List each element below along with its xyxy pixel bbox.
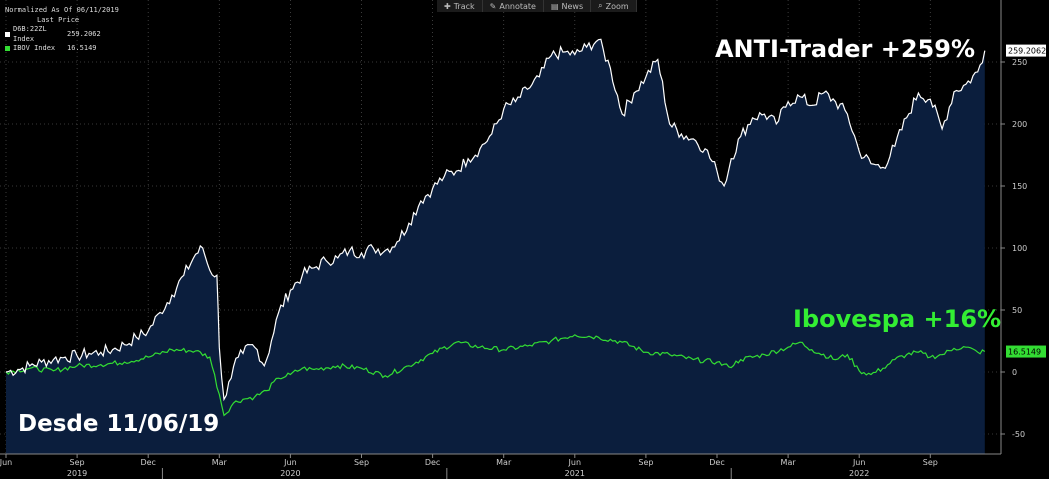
x-tick-label: Dec [140, 458, 155, 467]
legend-swatch-ibov [5, 46, 10, 52]
anti-trader-area-fill [6, 39, 985, 455]
news-button[interactable]: ▤ News [544, 0, 592, 12]
x-year-label: 2022 [849, 469, 869, 478]
anti-last-price-tag [1006, 44, 1046, 57]
legend-header-last-price: Last Price [37, 15, 80, 24]
legend-swatch-anti [5, 32, 10, 37]
desde-annotation: Desde 11/06/19 [18, 411, 220, 437]
y-tick-label: 250 [1012, 58, 1027, 67]
anti-trader-series-line [5, 38, 986, 402]
ibov-series-line [5, 334, 986, 417]
last-price-labels: 259.2062 16.5149 [1006, 44, 1046, 358]
y-axis: -50 0 50 100 150 200 250 [1001, 58, 1027, 439]
zoom-icon: ⌕ [598, 1, 603, 10]
x-year-label: 2020 [280, 469, 300, 478]
y-tick-label: 150 [1012, 182, 1027, 191]
x-tick-label: Sep [354, 458, 369, 467]
track-button[interactable]: ✚ Track [437, 0, 483, 12]
x-tick-label: Sep [923, 458, 938, 467]
y-tick-label: 200 [1012, 120, 1027, 129]
x-axis: Jun Sep Dec Mar Jun Sep Dec Mar Jun Sep Dec Mar Jun S… [0, 454, 938, 479]
track-icon: ✚ [444, 1, 451, 11]
x-tick-label: Mar [496, 458, 512, 467]
zoom-button[interactable]: ⌕ Zoom [591, 0, 637, 12]
x-year-label: 2021 [565, 469, 585, 478]
y-tick-label: 50 [1012, 306, 1022, 315]
x-tick-label: Jun [852, 458, 866, 467]
x-year-label: 2019 [67, 469, 87, 478]
chart-toolbar: ✚ Track ✎ Annotate ▤ News ⌕ Zoom [437, 0, 637, 12]
legend-header-normalized: Normalized As Of 06/11/2019 [5, 6, 119, 14]
legend-row-ibov: IBOV Index 16.5149 [5, 44, 119, 54]
x-tick-label: Jun [0, 458, 12, 467]
x-tick-label: Jun [568, 458, 582, 467]
legend-row-anti: D6B:22ZL Index 259.2062 [5, 25, 119, 44]
annotate-icon: ✎ [489, 1, 497, 11]
x-tick-label: Sep [70, 458, 85, 467]
news-icon: ▤ [550, 1, 559, 11]
x-tick-label: Dec [425, 458, 440, 467]
anti-trader-annotation: ANTI-Trader +259% [714, 35, 975, 63]
x-tick-label: Mar [781, 458, 797, 467]
x-tick-label: Dec [709, 458, 724, 467]
y-tick-label: 0 [1012, 368, 1017, 377]
y-tick-label: -50 [1012, 430, 1025, 439]
x-tick-label: Jun [283, 458, 297, 467]
annotate-button[interactable]: ✎ Annotate [483, 0, 544, 12]
ibov-last-price-tag [1006, 345, 1046, 358]
y-tick-label: 100 [1012, 244, 1027, 253]
chart-legend: Normalized As Of 06/11/2019 Last Price D… [5, 6, 119, 54]
x-tick-label: Sep [638, 458, 653, 467]
anti-last-price-label: 259.2062 [1008, 47, 1046, 56]
ibovespa-annotation: Ibovespa +16% [793, 305, 1002, 333]
ibov-last-price-label: 16.5149 [1008, 348, 1041, 357]
x-tick-label: Mar [212, 458, 228, 467]
